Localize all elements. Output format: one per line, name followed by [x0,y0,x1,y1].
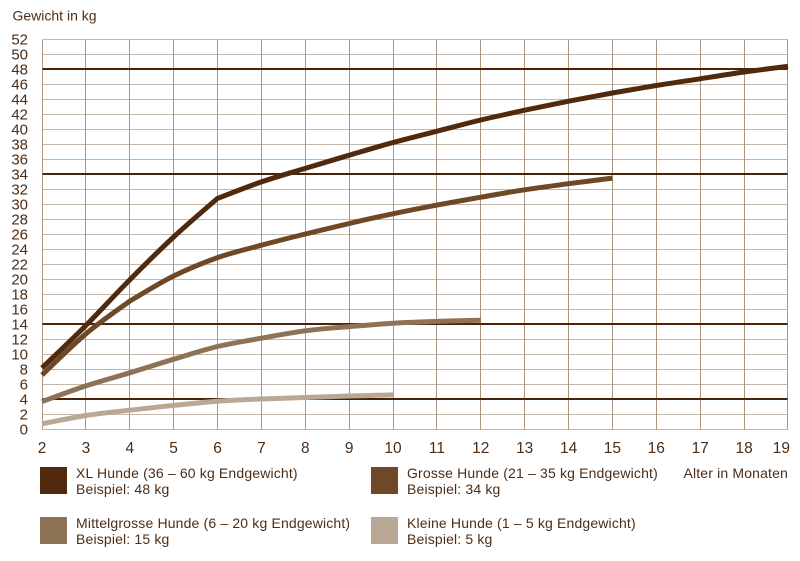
svg-text:Kleine Hunde (1 – 5 kg Endgewi: Kleine Hunde (1 – 5 kg Endgewicht) [407,515,636,531]
svg-text:5: 5 [169,440,178,457]
svg-text:8: 8 [301,440,310,457]
svg-text:3: 3 [82,440,91,457]
svg-text:20: 20 [11,271,28,288]
svg-text:4: 4 [20,391,28,408]
svg-text:6: 6 [213,440,222,457]
svg-text:18: 18 [11,286,28,303]
svg-text:7: 7 [257,440,266,457]
svg-text:46: 46 [11,76,28,93]
svg-text:Grosse Hunde (21 – 35 kg Endge: Grosse Hunde (21 – 35 kg Endgewicht) [407,465,658,481]
svg-text:16: 16 [11,301,28,318]
svg-text:24: 24 [11,241,28,258]
svg-text:14: 14 [560,440,578,457]
svg-text:42: 42 [11,106,28,123]
svg-text:36: 36 [11,151,28,168]
svg-text:Mittelgrosse Hunde (6 – 20 kg: Mittelgrosse Hunde (6 – 20 kg Endgewicht… [76,515,350,531]
svg-text:30: 30 [11,196,28,213]
svg-text:Alter in Monaten: Alter in Monaten [683,465,788,481]
svg-text:28: 28 [11,211,28,228]
svg-text:19: 19 [773,440,790,457]
svg-text:2: 2 [20,406,28,423]
svg-text:10: 10 [384,440,402,457]
svg-text:6: 6 [20,376,28,393]
svg-text:22: 22 [11,256,28,273]
svg-text:15: 15 [604,440,621,457]
svg-text:44: 44 [11,91,28,108]
svg-text:38: 38 [11,136,28,153]
svg-text:40: 40 [11,121,28,138]
svg-text:14: 14 [11,316,28,333]
svg-text:12: 12 [472,440,489,457]
svg-text:8: 8 [20,361,28,378]
svg-text:18: 18 [735,440,752,457]
svg-text:50: 50 [11,46,28,63]
svg-text:11: 11 [429,440,445,457]
svg-text:Beispiel: 48 kg: Beispiel: 48 kg [76,481,169,497]
svg-text:13: 13 [516,440,533,457]
svg-text:34: 34 [11,166,28,183]
svg-text:XL Hunde (36 – 60 kg Endgewich: XL Hunde (36 – 60 kg Endgewicht) [76,465,298,481]
svg-text:9: 9 [345,440,354,457]
svg-text:26: 26 [11,226,28,243]
svg-text:Beispiel: 34 kg: Beispiel: 34 kg [407,481,500,497]
svg-text:Beispiel: 5 kg: Beispiel: 5 kg [407,531,493,547]
svg-text:4: 4 [125,440,134,457]
svg-text:48: 48 [11,61,28,78]
svg-text:12: 12 [11,331,28,348]
svg-text:Beispiel: 15 kg: Beispiel: 15 kg [76,531,169,547]
svg-text:17: 17 [692,440,709,457]
svg-text:Gewicht in kg: Gewicht in kg [13,7,97,23]
svg-text:0: 0 [20,421,28,438]
svg-text:16: 16 [648,440,665,457]
svg-text:2: 2 [38,440,47,457]
svg-text:10: 10 [11,346,28,363]
svg-text:32: 32 [11,181,28,198]
svg-text:52: 52 [11,31,28,48]
